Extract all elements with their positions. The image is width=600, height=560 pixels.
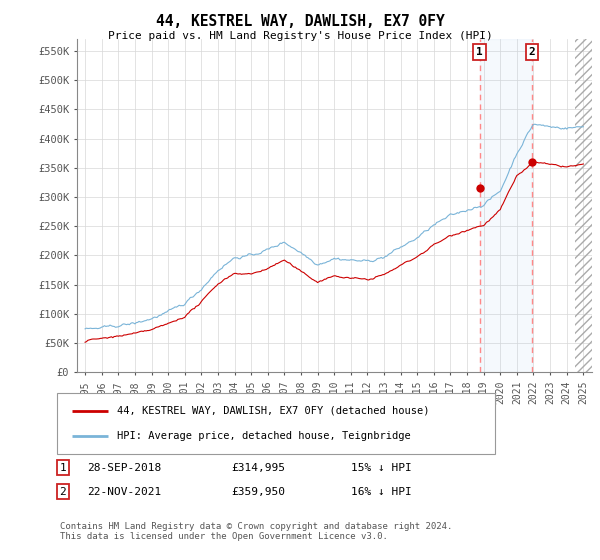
Text: 22-NOV-2021: 22-NOV-2021 — [87, 487, 161, 497]
Text: 2: 2 — [529, 47, 535, 57]
Text: £359,950: £359,950 — [231, 487, 285, 497]
Text: 2: 2 — [59, 487, 67, 497]
Text: 15% ↓ HPI: 15% ↓ HPI — [351, 463, 412, 473]
Bar — [575, 39, 592, 372]
Text: 1: 1 — [476, 47, 483, 57]
Text: 28-SEP-2018: 28-SEP-2018 — [87, 463, 161, 473]
Text: HPI: Average price, detached house, Teignbridge: HPI: Average price, detached house, Teig… — [117, 431, 411, 441]
Text: 44, KESTREL WAY, DAWLISH, EX7 0FY: 44, KESTREL WAY, DAWLISH, EX7 0FY — [155, 14, 445, 29]
Text: 16% ↓ HPI: 16% ↓ HPI — [351, 487, 412, 497]
Text: 1: 1 — [59, 463, 67, 473]
Text: £314,995: £314,995 — [231, 463, 285, 473]
Text: 44, KESTREL WAY, DAWLISH, EX7 0FY (detached house): 44, KESTREL WAY, DAWLISH, EX7 0FY (detac… — [117, 406, 430, 416]
Text: Contains HM Land Registry data © Crown copyright and database right 2024.
This d: Contains HM Land Registry data © Crown c… — [60, 522, 452, 542]
Text: Price paid vs. HM Land Registry's House Price Index (HPI): Price paid vs. HM Land Registry's House … — [107, 31, 493, 41]
Bar — [479, 39, 532, 372]
